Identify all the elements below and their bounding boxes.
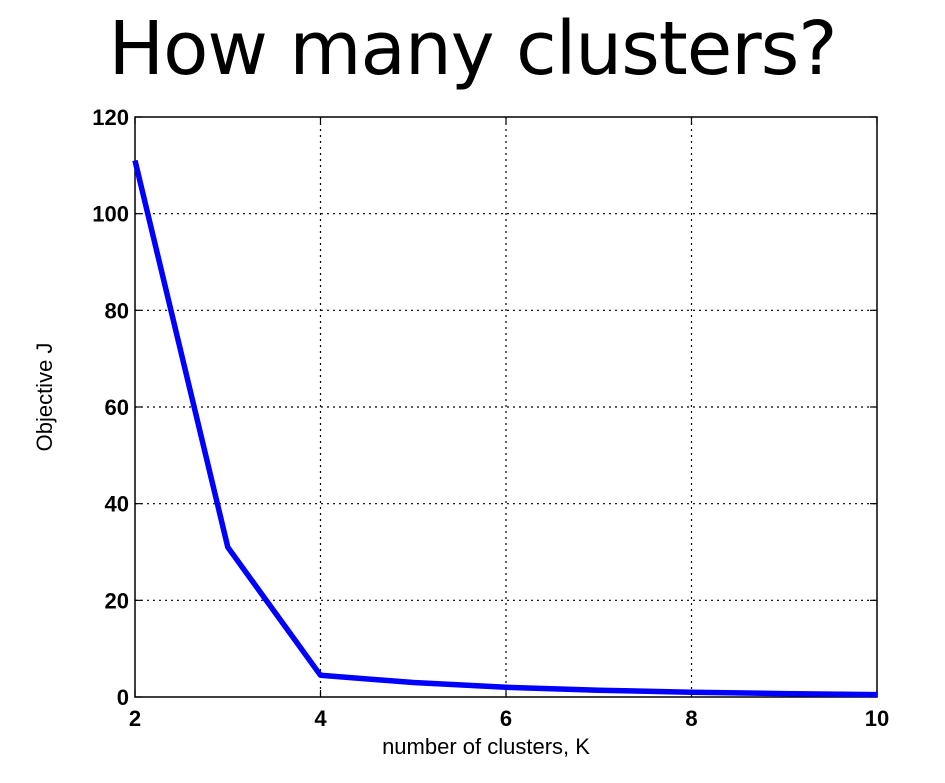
series-line-0: [132, 159, 878, 698]
y-tick-label: 60: [105, 395, 129, 420]
y-tick-label: 0: [117, 685, 129, 710]
grid-lines: [135, 117, 877, 697]
x-tick-label: 2: [129, 706, 141, 731]
x-tick-label: 6: [500, 706, 512, 731]
y-tick-label: 100: [92, 202, 129, 227]
x-tick-label: 10: [865, 706, 889, 731]
y-tick-label: 20: [105, 588, 129, 613]
x-tick-label: 4: [314, 706, 327, 731]
slide-title: How many clusters?: [108, 6, 837, 92]
y-tick-label: 40: [105, 492, 129, 517]
y-tick-label: 80: [105, 298, 129, 323]
x-tick-label: 8: [685, 706, 697, 731]
series-layer: [132, 159, 878, 698]
x-axis-label: number of clusters, K: [382, 734, 590, 759]
y-tick-label: 120: [92, 105, 129, 130]
y-axis-label: Objective J: [32, 343, 57, 452]
